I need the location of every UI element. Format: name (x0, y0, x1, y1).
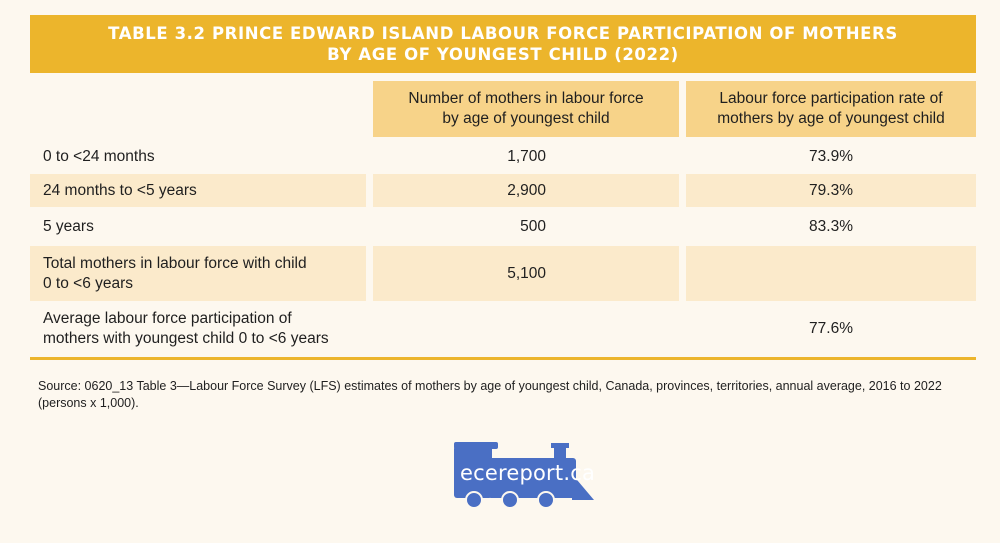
row-label-line1: Average labour force participation of (43, 309, 292, 327)
row-rate: 83.3% (809, 218, 853, 235)
row-rate (686, 246, 853, 301)
row-label-line2: 0 to <6 years (43, 274, 134, 292)
row-label: 24 months to <5 years (43, 181, 197, 199)
column-header-number-line2: by age of youngest child (442, 110, 610, 127)
row-number: 500 (520, 218, 546, 235)
column-header-rate: Labour force participation rate of mothe… (686, 81, 976, 137)
row-label: 0 to <24 months (43, 148, 155, 165)
column-header-rate-line2: mothers by age of youngest child (717, 110, 945, 127)
row-rate: 73.9% (809, 148, 853, 165)
table-row: 24 months to <5 years 2,900 79.3% (30, 174, 976, 207)
source-note: Source: 0620_13 Table 3—Labour Force Sur… (38, 378, 978, 412)
table-row: 0 to <24 months 1,700 73.9% (30, 141, 976, 173)
row-label: Total mothers in labour force with child… (43, 246, 363, 301)
column-header-rate-line1: Labour force participation rate of (719, 90, 943, 107)
table-title-line2: BY AGE OF YOUNGEST CHILD (2022) (327, 45, 679, 64)
logo-text: ecereport.ca (460, 461, 596, 485)
table-bottom-rule (30, 357, 976, 360)
table-row: Average labour force participation of mo… (30, 302, 976, 355)
train-icon (454, 442, 594, 509)
table-title-banner: TABLE 3.2 PRINCE EDWARD ISLAND LABOUR FO… (30, 15, 976, 73)
row-number: 2,900 (507, 181, 546, 199)
source-note-line2: (persons x 1,000). (38, 396, 139, 410)
row-number: 5,100 (507, 264, 546, 282)
row-number (373, 302, 546, 355)
row-rate: 79.3% (809, 181, 853, 199)
row-number: 1,700 (507, 148, 546, 165)
table-row: 5 years 500 83.3% (30, 210, 976, 244)
row-label: Average labour force participation of mo… (43, 302, 363, 355)
row-rate: 77.6% (809, 319, 853, 337)
column-header-number-line1: Number of mothers in labour force (408, 90, 644, 107)
table-title-line1: TABLE 3.2 PRINCE EDWARD ISLAND LABOUR FO… (108, 24, 898, 43)
row-label: 5 years (43, 218, 94, 235)
row-label-line2: mothers with youngest child 0 to <6 year… (43, 329, 329, 347)
source-note-line1: Source: 0620_13 Table 3—Labour Force Sur… (38, 379, 942, 393)
table-row: Total mothers in labour force with child… (30, 246, 976, 301)
row-label-line1: Total mothers in labour force with child (43, 254, 307, 272)
column-header-number: Number of mothers in labour force by age… (373, 81, 679, 137)
